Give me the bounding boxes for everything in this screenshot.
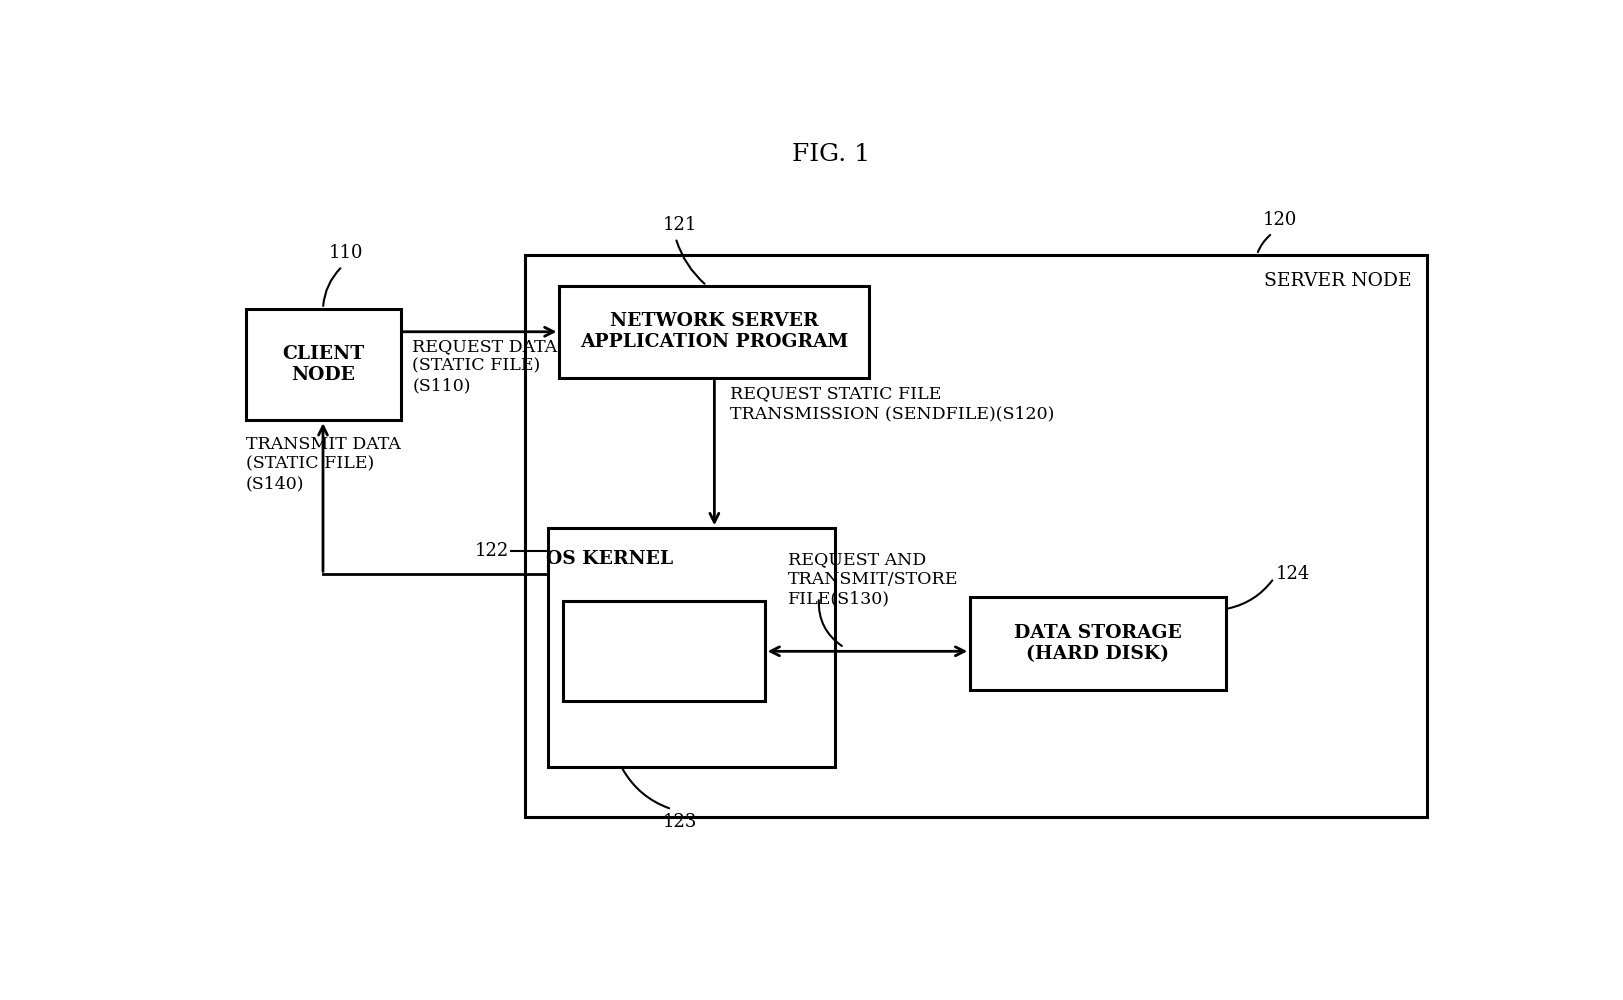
Bar <box>547 528 834 767</box>
Bar <box>563 601 764 701</box>
Bar <box>971 597 1225 690</box>
Text: SERVER NODE: SERVER NODE <box>1264 272 1412 290</box>
Text: 110: 110 <box>329 244 364 262</box>
Bar <box>245 309 401 420</box>
Text: KERNEL
BUFFER: KERNEL BUFFER <box>618 632 709 671</box>
Text: 122: 122 <box>476 542 510 560</box>
Text: OS KERNEL: OS KERNEL <box>547 550 674 568</box>
Bar <box>560 286 870 378</box>
Text: 123: 123 <box>662 813 696 831</box>
Text: CLIENT
NODE: CLIENT NODE <box>282 345 364 384</box>
Text: NETWORK SERVER
APPLICATION PROGRAM: NETWORK SERVER APPLICATION PROGRAM <box>581 312 849 351</box>
Text: REQUEST DATA
(STATIC FILE)
(S110): REQUEST DATA (STATIC FILE) (S110) <box>412 338 557 394</box>
Text: FIG. 1: FIG. 1 <box>792 143 870 166</box>
Text: TRANSMIT DATA
(STATIC FILE)
(S140): TRANSMIT DATA (STATIC FILE) (S140) <box>245 436 401 492</box>
Text: 120: 120 <box>1263 211 1297 229</box>
Text: REQUEST AND
TRANSMIT/STORE
FILE(S130): REQUEST AND TRANSMIT/STORE FILE(S130) <box>789 551 959 607</box>
Text: DATA STORAGE
(HARD DISK): DATA STORAGE (HARD DISK) <box>1014 624 1182 663</box>
Text: 121: 121 <box>662 216 696 234</box>
Text: 124: 124 <box>1276 565 1310 583</box>
Text: REQUEST STATIC FILE
TRANSMISSION (SENDFILE)(S120): REQUEST STATIC FILE TRANSMISSION (SENDFI… <box>730 386 1055 422</box>
Bar <box>524 255 1427 817</box>
